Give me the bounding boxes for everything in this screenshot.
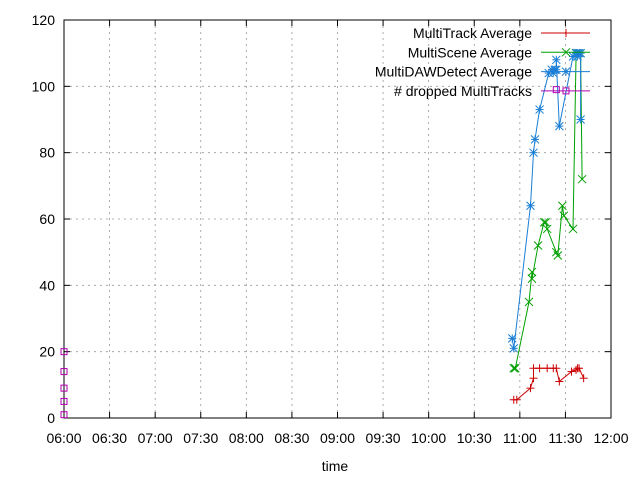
data-point — [562, 29, 570, 37]
data-point — [554, 121, 564, 131]
y-tick-label: 20 — [39, 344, 55, 360]
data-point — [60, 368, 68, 376]
data-point — [535, 364, 544, 373]
data-point — [553, 251, 563, 260]
data-point — [568, 224, 578, 234]
x-tick-label: 10:30 — [457, 430, 492, 446]
data-point — [529, 374, 538, 383]
y-tick-label: 120 — [32, 12, 56, 28]
x-tick-label: 08:00 — [229, 430, 264, 446]
x-axis-label: time — [322, 458, 349, 474]
data-point — [579, 374, 588, 383]
data-point — [576, 48, 585, 58]
data-point — [526, 384, 535, 393]
legend-label: MultiScene Average — [408, 44, 532, 60]
data-point — [524, 297, 534, 307]
data-point — [512, 395, 521, 404]
data-point — [551, 55, 561, 65]
data-point — [530, 135, 540, 144]
data-point — [561, 47, 571, 57]
data-point — [562, 87, 570, 95]
y-tick-label: 0 — [47, 410, 55, 426]
data-point — [510, 363, 520, 373]
data-point — [60, 348, 68, 356]
data-point — [529, 148, 538, 158]
data-point — [507, 334, 517, 343]
x-tick-label: 10:00 — [411, 430, 446, 446]
x-tick-label: 08:30 — [274, 430, 309, 446]
x-tick-label: 11:30 — [548, 430, 582, 446]
data-point — [60, 384, 68, 392]
y-tick-label: 60 — [39, 211, 55, 227]
data-point — [541, 217, 551, 227]
series — [507, 48, 585, 353]
x-tick-label: 09:30 — [366, 430, 401, 446]
data-point — [561, 67, 571, 76]
data-point — [576, 115, 585, 124]
data-point — [527, 274, 537, 284]
series-layer — [60, 48, 588, 419]
axes: 0 20 40 60 80 100 120 06:00 06:30 07:00 07:30 08:00… — [32, 12, 629, 446]
data-point — [558, 201, 567, 211]
data-point — [539, 217, 549, 227]
legend-label: MultiTrack Average — [413, 25, 532, 41]
data-point — [559, 211, 569, 221]
legend: MultiTrack Average MultiScene Average Mult… — [375, 25, 590, 99]
legend-label: MultiDAWDetect Average — [375, 64, 532, 80]
data-point — [551, 247, 561, 257]
series-line — [513, 52, 583, 369]
data-point — [577, 174, 587, 184]
y-tick-label: 100 — [32, 78, 56, 94]
data-point — [552, 86, 560, 94]
data-point — [509, 343, 519, 353]
data-point — [526, 201, 535, 211]
data-point — [535, 105, 544, 114]
data-point — [567, 367, 576, 376]
data-point — [60, 397, 68, 405]
y-tick-label: 40 — [39, 277, 55, 293]
series — [509, 364, 588, 404]
data-point — [555, 377, 564, 386]
x-tick-label: 07:30 — [183, 430, 218, 446]
data-point — [527, 267, 537, 277]
grid — [64, 20, 611, 418]
x-tick-label: 07:00 — [138, 430, 173, 446]
data-point — [552, 364, 561, 373]
series — [60, 86, 560, 419]
y-tick-label: 80 — [39, 145, 55, 161]
data-point — [60, 411, 68, 419]
data-point — [551, 65, 561, 75]
legend-label: # dropped MultiTracks — [394, 83, 532, 99]
data-point — [509, 363, 519, 373]
series-line — [513, 367, 585, 401]
data-point — [533, 241, 543, 250]
data-point — [575, 364, 584, 373]
data-point — [542, 224, 552, 234]
x-tick-label: 09:00 — [320, 430, 355, 446]
x-tick-label: 11:00 — [503, 430, 537, 446]
x-tick-label: 12:00 — [593, 430, 628, 446]
x-tick-label: 06:00 — [46, 430, 81, 446]
x-tick-label: 06:30 — [92, 430, 127, 446]
